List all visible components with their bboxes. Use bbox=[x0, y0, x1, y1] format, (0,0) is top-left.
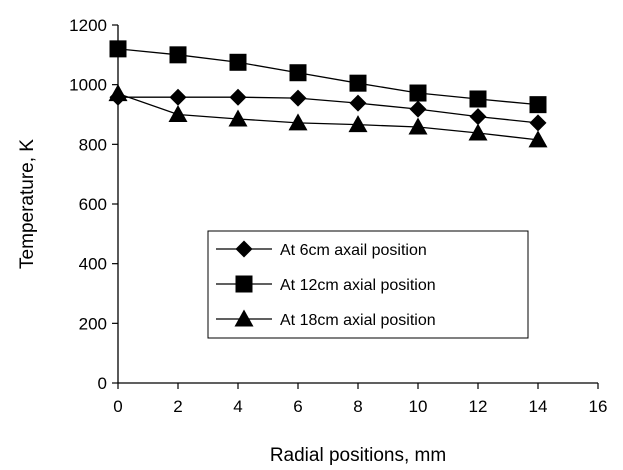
data-point-square bbox=[529, 96, 547, 114]
data-point-square bbox=[469, 90, 487, 108]
legend-label: At 12cm axial position bbox=[280, 277, 436, 294]
data-point-square bbox=[229, 53, 247, 71]
data-point-square bbox=[409, 84, 427, 102]
x-tick-label: 12 bbox=[469, 397, 488, 416]
data-point-triangle bbox=[228, 109, 248, 127]
data-point-square bbox=[289, 64, 307, 82]
data-point-triangle bbox=[288, 113, 308, 131]
legend-marker-square bbox=[235, 275, 253, 293]
y-tick-label: 1200 bbox=[69, 16, 107, 35]
data-point-diamond bbox=[289, 89, 307, 107]
x-tick-label: 8 bbox=[353, 397, 362, 416]
series-line bbox=[118, 96, 539, 124]
series-layer bbox=[108, 40, 548, 148]
y-tick-label: 1000 bbox=[69, 76, 107, 95]
series-triangle bbox=[108, 84, 548, 148]
data-point-square bbox=[349, 74, 367, 92]
data-point-triangle bbox=[168, 105, 188, 122]
data-point-diamond bbox=[229, 88, 247, 106]
y-tick-label: 200 bbox=[79, 314, 107, 333]
legend-item: At 12cm axial position bbox=[216, 275, 436, 294]
data-point-diamond bbox=[529, 114, 547, 132]
data-point-diamond bbox=[349, 94, 367, 112]
x-tick-label: 2 bbox=[173, 397, 182, 416]
data-point-triangle bbox=[108, 84, 128, 102]
data-point-diamond bbox=[169, 88, 187, 106]
legend-marker-diamond bbox=[235, 240, 253, 258]
series-diamond bbox=[109, 88, 547, 132]
x-tick-label: 0 bbox=[113, 397, 122, 416]
data-point-triangle bbox=[408, 117, 428, 135]
x-tick-label: 16 bbox=[589, 397, 608, 416]
y-tick-label: 0 bbox=[98, 374, 107, 393]
x-tick-label: 4 bbox=[233, 397, 242, 416]
legend-item: At 6cm axail position bbox=[216, 240, 427, 259]
data-point-square bbox=[169, 46, 187, 64]
legend-item: At 18cm axial position bbox=[216, 309, 436, 329]
x-tick-label: 6 bbox=[293, 397, 302, 416]
series-square bbox=[109, 40, 547, 114]
y-tick-label: 800 bbox=[79, 135, 107, 154]
series-line bbox=[117, 48, 539, 106]
data-point-diamond bbox=[409, 100, 427, 118]
y-tick-label: 600 bbox=[79, 195, 107, 214]
legend-label: At 18cm axial position bbox=[280, 312, 436, 329]
axis-ticks: 0 200 400 600 800 1000 1200 0 2 4 6 8 10 12 14 16 bbox=[69, 16, 607, 416]
x-axis-title: Radial positions, mm bbox=[270, 445, 446, 466]
legend-label: At 6cm axail position bbox=[280, 242, 427, 259]
data-point-triangle bbox=[528, 130, 548, 148]
data-point-triangle bbox=[348, 115, 368, 133]
series-line bbox=[117, 93, 539, 141]
data-point-triangle bbox=[468, 123, 488, 141]
legend: At 6cm axail position At 12cm axial posit… bbox=[207, 230, 529, 339]
x-tick-label: 10 bbox=[409, 397, 428, 416]
data-point-square bbox=[109, 40, 127, 58]
data-point-diamond bbox=[469, 108, 487, 126]
y-tick-label: 400 bbox=[79, 255, 107, 274]
x-tick-label: 14 bbox=[529, 397, 548, 416]
y-axis-title: Temperature, K bbox=[17, 139, 38, 269]
legend-marker-triangle bbox=[234, 309, 254, 327]
